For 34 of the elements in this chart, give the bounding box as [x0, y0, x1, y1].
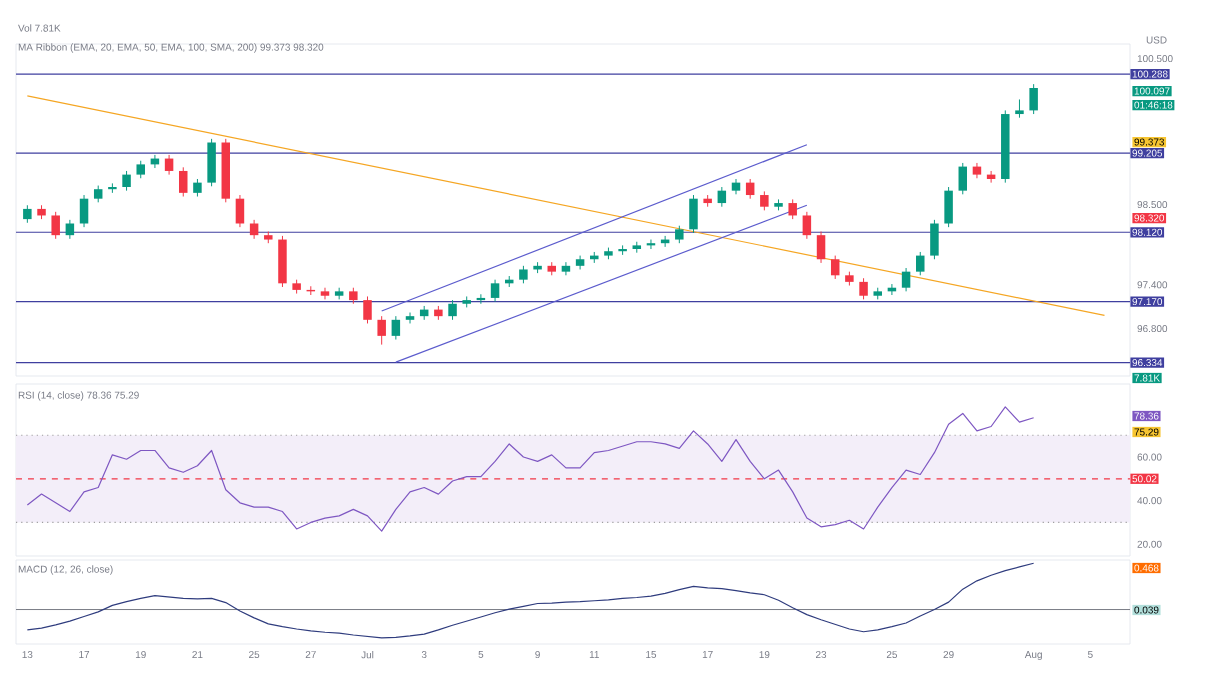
candlestick [958, 162, 968, 195]
candlestick [490, 279, 500, 303]
candlestick [363, 295, 372, 324]
candlestick [235, 194, 245, 228]
candlestick [405, 312, 415, 324]
candlestick [689, 194, 698, 234]
candlestick [717, 186, 727, 208]
candlestick [731, 178, 741, 195]
candlestick [916, 251, 925, 276]
candlestick [830, 255, 840, 280]
candlestick [122, 170, 131, 192]
candlestick [944, 186, 953, 228]
candlestick [179, 166, 188, 197]
candlestick [802, 211, 812, 240]
candlestick [816, 231, 826, 264]
candlestick [391, 315, 401, 341]
candlestick [901, 267, 911, 292]
candlestick [972, 162, 982, 179]
candlestick [320, 287, 330, 300]
candlestick [859, 277, 868, 300]
candlestick [164, 154, 174, 176]
candlestick [377, 315, 386, 346]
candlestick [745, 178, 755, 200]
candlestick [561, 261, 571, 276]
candlestick [79, 194, 89, 228]
candlestick [930, 219, 939, 260]
candlestick [448, 299, 457, 321]
candlestick [1015, 98, 1024, 119]
candlestick [278, 235, 287, 288]
candlestick [51, 211, 60, 240]
candlestick [1029, 83, 1038, 115]
candlestick [207, 138, 216, 187]
candlestick [760, 190, 769, 211]
candlestick [788, 198, 797, 220]
